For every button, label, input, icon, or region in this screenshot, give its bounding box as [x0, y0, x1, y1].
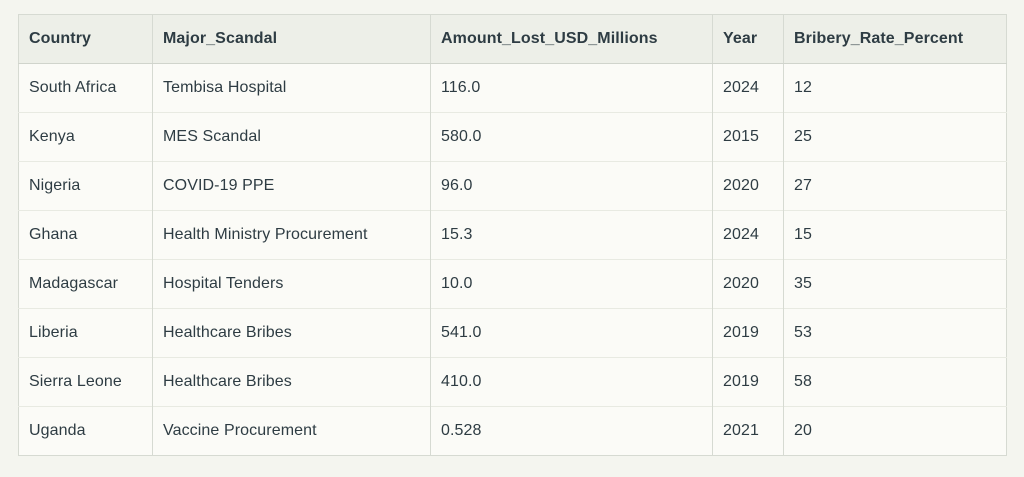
cell-amount: 410.0 — [430, 357, 713, 407]
cell-amount: 0.528 — [430, 406, 713, 456]
column-header-scandal: Major_Scandal — [152, 14, 431, 64]
cell-country: Madagascar — [18, 259, 153, 309]
column-header-country: Country — [18, 14, 153, 64]
table-header: Country Major_Scandal Amount_Lost_USD_Mill… — [18, 14, 1007, 64]
table-row: Madagascar Hospital Tenders 10.0 2020 35 — [18, 259, 1007, 309]
cell-rate: 27 — [783, 161, 1007, 211]
cell-year: 2015 — [712, 112, 784, 162]
cell-country: South Africa — [29, 79, 117, 96]
column-header-amount: Amount_Lost_USD_Millions — [430, 14, 713, 64]
cell-scandal: Tembisa Hospital — [152, 63, 431, 113]
cell-country: Uganda — [18, 406, 153, 456]
table-row: Ghana Health Ministry Procurement 15.3 2024… — [18, 210, 1007, 260]
cell-rate: 20 — [783, 406, 1007, 456]
cell-year: 2019 — [712, 308, 784, 358]
cell-scandal: Vaccine Procurement — [152, 406, 431, 456]
cell-amount: 15.3 — [430, 210, 713, 260]
cell-amount: 10.0 — [430, 259, 713, 309]
column-header-rate: Bribery_Rate_Percent — [783, 14, 1007, 64]
cell-rate: 35 — [783, 259, 1007, 309]
cell-rate: 53 — [783, 308, 1007, 358]
table-header-row: Country Major_Scandal Amount_Lost_USD_Mill… — [18, 14, 1007, 64]
cell-rate: 25 — [783, 112, 1007, 162]
scandals-table: Country Major_Scandal Amount_Lost_USD_Mill… — [18, 14, 1007, 456]
table-row: Nigeria COVID-19 PPE 96.0 2020 27 — [18, 161, 1007, 211]
cell-year: 2020 — [712, 161, 784, 211]
cell-scandal: MES Scandal — [152, 112, 431, 162]
table-row: South Africa Tembisa Hospital 116.0 2024 12 — [19, 63, 1007, 113]
table-body: South Africa Tembisa Hospital 116.0 2024 12 K… — [18, 63, 1007, 456]
cell-year: 2021 — [712, 406, 784, 456]
cell-scandal: Hospital Tenders — [152, 259, 431, 309]
cell-year: 2024 — [712, 210, 784, 260]
cell-country: Kenya — [18, 112, 153, 162]
table-row: Liberia Healthcare Bribes 541.0 2019 53 — [18, 308, 1007, 358]
cell-scandal: Health Ministry Procurement — [152, 210, 431, 260]
cell-country: Nigeria — [18, 161, 153, 211]
cell-scandal: COVID-19 PPE — [152, 161, 431, 211]
table-row: Uganda Vaccine Procurement 0.528 2021 20 — [18, 406, 1007, 456]
scandals-table-container: Country Major_Scandal Amount_Lost_USD_Mill… — [18, 14, 1007, 456]
cell-rate: 58 — [783, 357, 1007, 407]
cell-year: 2020 — [712, 259, 784, 309]
cell-amount: 580.0 — [430, 112, 713, 162]
table-row: Sierra Leone Healthcare Bribes 410.0 2019 58 — [18, 357, 1007, 407]
table-row: Kenya MES Scandal 580.0 2015 25 — [18, 112, 1007, 162]
cell-rate: 15 — [783, 210, 1007, 260]
cell-scandal: Healthcare Bribes — [152, 357, 431, 407]
cell-country: Ghana — [18, 210, 153, 260]
cell-rate: 12 — [783, 63, 1007, 113]
cell-amount: 96.0 — [430, 161, 713, 211]
cell-country: Sierra Leone — [18, 357, 153, 407]
cell-scandal: Healthcare Bribes — [152, 308, 431, 358]
cell-amount: 541.0 — [430, 308, 713, 358]
cell-year: 2024 — [712, 63, 784, 113]
cell-amount: 116.0 — [430, 63, 713, 113]
cell-year: 2019 — [712, 357, 784, 407]
cell-country: Liberia — [18, 308, 153, 358]
column-header-year: Year — [712, 14, 784, 64]
